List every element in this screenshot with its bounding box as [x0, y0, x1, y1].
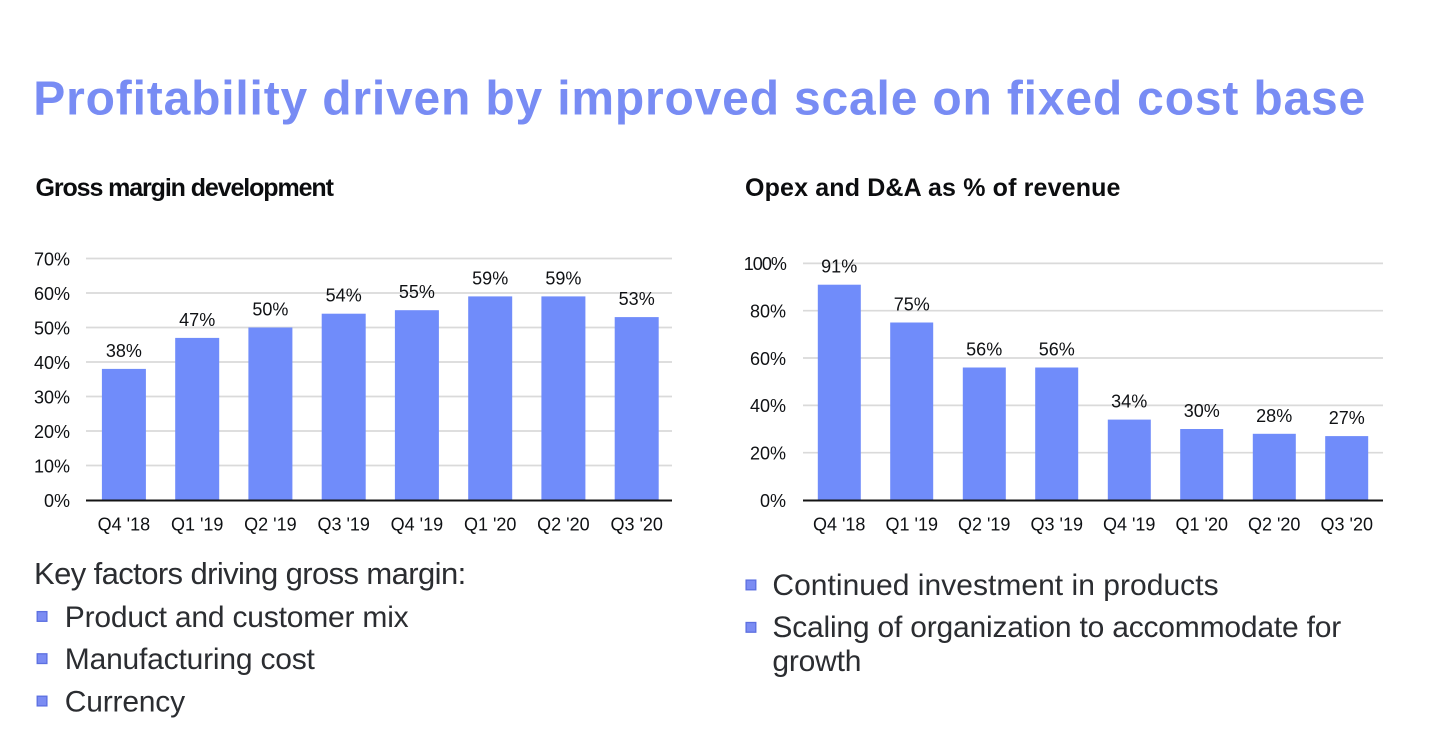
- svg-text:Continued investment in produc: Continued investment in products: [772, 569, 1218, 602]
- svg-text:91%: 91%: [821, 257, 857, 277]
- svg-text:Profitability driven by improv: Profitability driven by improved scale o…: [33, 72, 1366, 125]
- svg-text:Q3 '19: Q3 '19: [1031, 515, 1083, 535]
- svg-text:20%: 20%: [750, 444, 786, 464]
- svg-text:60%: 60%: [34, 284, 70, 304]
- svg-text:75%: 75%: [894, 295, 930, 315]
- svg-text:Q1 '19: Q1 '19: [886, 515, 938, 535]
- svg-text:Currency: Currency: [65, 686, 185, 719]
- svg-text:Q1 '19: Q1 '19: [171, 515, 223, 535]
- svg-text:Manufacturing cost: Manufacturing cost: [65, 643, 316, 676]
- svg-text:50%: 50%: [252, 300, 288, 320]
- svg-text:0%: 0%: [760, 491, 786, 511]
- svg-text:Q3 '20: Q3 '20: [1321, 515, 1373, 535]
- svg-text:56%: 56%: [966, 340, 1002, 360]
- svg-text:54%: 54%: [326, 286, 362, 306]
- svg-text:53%: 53%: [619, 289, 655, 309]
- svg-text:Q1 '20: Q1 '20: [464, 515, 516, 535]
- svg-text:Scaling of organization to acc: Scaling of organization to accommodate f…: [772, 611, 1341, 644]
- svg-text:0%: 0%: [44, 491, 70, 511]
- svg-text:40%: 40%: [34, 353, 70, 373]
- svg-text:70%: 70%: [34, 249, 70, 269]
- svg-text:27%: 27%: [1329, 408, 1365, 428]
- svg-text:60%: 60%: [750, 349, 786, 369]
- svg-text:Product and customer mix: Product and customer mix: [65, 601, 409, 634]
- svg-text:Opex and D&A as % of revenue: Opex and D&A as % of revenue: [745, 174, 1121, 202]
- svg-text:Gross margin development: Gross margin development: [36, 174, 335, 202]
- svg-text:Q2 '19: Q2 '19: [958, 515, 1010, 535]
- svg-text:Q2 '19: Q2 '19: [244, 515, 296, 535]
- svg-text:47%: 47%: [179, 310, 215, 330]
- svg-text:Q2 '20: Q2 '20: [1248, 515, 1300, 535]
- svg-text:38%: 38%: [106, 341, 142, 361]
- svg-text:Q4 '18: Q4 '18: [813, 515, 865, 535]
- svg-text:30%: 30%: [34, 387, 70, 407]
- svg-text:20%: 20%: [34, 422, 70, 442]
- svg-text:Q1 '20: Q1 '20: [1176, 515, 1228, 535]
- svg-text:28%: 28%: [1256, 406, 1292, 426]
- svg-text:Q3 '20: Q3 '20: [610, 515, 662, 535]
- svg-text:Q3 '19: Q3 '19: [317, 515, 369, 535]
- svg-text:55%: 55%: [399, 282, 435, 302]
- svg-text:growth: growth: [772, 645, 861, 678]
- svg-text:59%: 59%: [472, 268, 508, 288]
- svg-text:10%: 10%: [34, 456, 70, 476]
- svg-text:50%: 50%: [34, 318, 70, 338]
- svg-text:56%: 56%: [1039, 340, 1075, 360]
- svg-text:80%: 80%: [750, 302, 786, 322]
- svg-text:Q2 '20: Q2 '20: [537, 515, 589, 535]
- svg-text:Q4 '19: Q4 '19: [391, 515, 443, 535]
- svg-text:Key factors driving gross marg: Key factors driving gross margin:: [34, 556, 466, 591]
- svg-text:Q4 '19: Q4 '19: [1103, 515, 1155, 535]
- svg-text:59%: 59%: [545, 268, 581, 288]
- svg-text:40%: 40%: [750, 396, 786, 416]
- svg-text:Q4 '18: Q4 '18: [98, 515, 150, 535]
- svg-text:30%: 30%: [1184, 401, 1220, 421]
- svg-text:100%: 100%: [744, 254, 787, 274]
- svg-text:34%: 34%: [1111, 392, 1147, 412]
